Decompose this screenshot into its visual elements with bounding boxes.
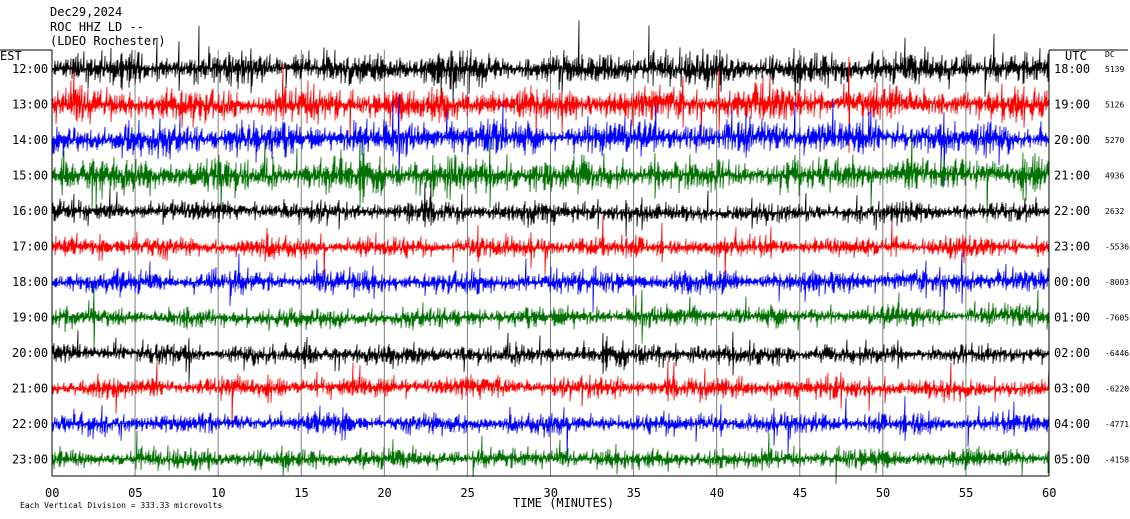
- x-tick-label: 20: [377, 486, 391, 500]
- seismic-traces: [51, 20, 1050, 485]
- plot-frame: [0, 49, 1128, 477]
- utc-tick-label: 20:00: [1054, 133, 1090, 147]
- trace-row-1800: [51, 252, 1050, 316]
- date-label: Dec29,2024: [50, 5, 123, 19]
- x-tick-label: 55: [959, 486, 973, 500]
- dc-value: -6220: [1105, 385, 1129, 394]
- dc-value: -6446: [1105, 349, 1129, 358]
- x-tick-label: 45: [793, 486, 807, 500]
- dc-value: 5270: [1105, 136, 1124, 145]
- dc-value: 2632: [1105, 207, 1124, 216]
- x-tick-label: 00: [45, 486, 59, 500]
- est-tick-label: 12:00: [12, 62, 48, 76]
- utc-tick-label: 22:00: [1054, 204, 1090, 218]
- utc-tick-label: 23:00: [1054, 240, 1090, 254]
- dc-value: 4936: [1105, 172, 1124, 181]
- trace-row-2100: [51, 361, 1050, 426]
- est-tick-label: 14:00: [12, 133, 48, 147]
- utc-tick-label: 21:00: [1054, 169, 1090, 183]
- est-tick-label: 21:00: [12, 382, 48, 396]
- est-tick-label: 17:00: [12, 240, 48, 254]
- x-tick-label: 15: [294, 486, 308, 500]
- trace-row-1500: [51, 130, 1050, 223]
- x-tick-label: 10: [211, 486, 225, 500]
- trace-row-2200: [51, 396, 1050, 461]
- utc-tick-label: 01:00: [1054, 311, 1090, 325]
- est-tick-label: 16:00: [12, 204, 48, 218]
- dc-value: -4158: [1105, 456, 1129, 465]
- dc-value: 5126: [1105, 101, 1124, 110]
- est-tick-label: 20:00: [12, 346, 48, 360]
- trace-row-2000: [51, 330, 1050, 384]
- est-tick-label: 15:00: [12, 169, 48, 183]
- trace-row-1300: [51, 56, 1050, 153]
- utc-tick-label: 03:00: [1054, 382, 1090, 396]
- x-tick-label: 60: [1042, 486, 1056, 500]
- trace-row-2300: [51, 430, 1050, 485]
- trace-row-1900: [51, 285, 1050, 352]
- trace-row-1600: [51, 182, 1050, 237]
- dc-value: -5536: [1105, 243, 1129, 252]
- utc-tick-label: 19:00: [1054, 98, 1090, 112]
- x-tick-label: 40: [710, 486, 724, 500]
- x-tick-label: 05: [128, 486, 142, 500]
- trace-row-1400: [51, 93, 1050, 187]
- utc-tick-label: 04:00: [1054, 417, 1090, 431]
- trace-row-1200: [51, 20, 1050, 102]
- est-axis-label: EST: [0, 49, 22, 63]
- trace-row-1700: [51, 215, 1050, 279]
- est-tick-label: 18:00: [12, 275, 48, 289]
- x-axis-title: TIME (MINUTES): [513, 496, 614, 510]
- vertical-division-note: Each Vertical Division = 333.33 microvol…: [20, 501, 222, 510]
- location-label: (LDEO Rochester): [50, 34, 166, 48]
- est-tick-label: 22:00: [12, 417, 48, 431]
- axis-labels: EST UTC DC 12:00 18:00 5139 13:00 19:00 5126 14:0…: [0, 49, 1129, 510]
- est-tick-label: 23:00: [12, 453, 48, 467]
- utc-tick-label: 18:00: [1054, 62, 1090, 76]
- utc-axis-label: UTC: [1065, 49, 1087, 63]
- dc-header-label: DC: [1105, 50, 1115, 59]
- station-label: ROC HHZ LD --: [50, 20, 144, 34]
- utc-tick-label: 02:00: [1054, 346, 1090, 360]
- utc-tick-label: 00:00: [1054, 275, 1090, 289]
- x-tick-label: 50: [876, 486, 890, 500]
- dc-value: 5139: [1105, 65, 1124, 74]
- x-tick-label: 30: [544, 486, 558, 500]
- utc-tick-label: 05:00: [1054, 453, 1090, 467]
- dc-value: -4771: [1105, 420, 1129, 429]
- dc-value: -8003: [1105, 278, 1129, 287]
- est-tick-label: 19:00: [12, 311, 48, 325]
- dc-value: -7605: [1105, 314, 1129, 323]
- x-tick-label: 35: [627, 486, 641, 500]
- grid-lines: [134, 50, 967, 476]
- est-tick-label: 13:00: [12, 98, 48, 112]
- x-tick-label: 25: [460, 486, 474, 500]
